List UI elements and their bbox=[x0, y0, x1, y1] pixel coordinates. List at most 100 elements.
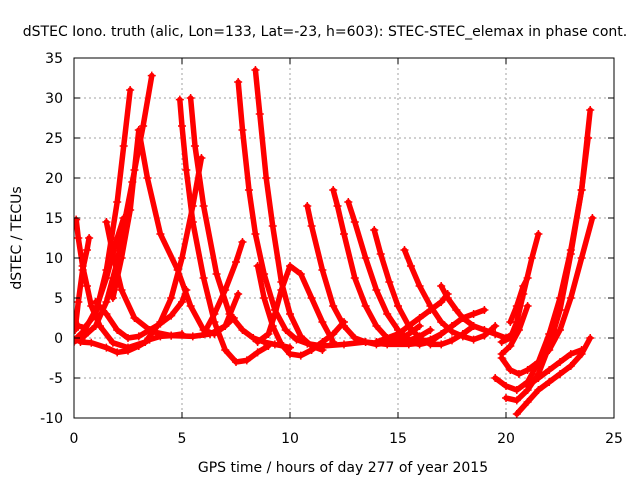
data-point-17-1 bbox=[333, 202, 342, 210]
data-point-28-2 bbox=[512, 386, 521, 394]
data-point-3-0 bbox=[74, 326, 80, 334]
data-point-17-2 bbox=[340, 230, 348, 238]
data-point-16-2 bbox=[318, 266, 327, 274]
data-point-20-6 bbox=[458, 332, 467, 341]
data-point-24-5 bbox=[534, 230, 543, 238]
data-point-13-8 bbox=[318, 346, 327, 354]
data-point-27-8 bbox=[577, 254, 586, 262]
data-point-12-7 bbox=[292, 335, 301, 344]
data-point-7-1 bbox=[117, 254, 126, 262]
data-point-6-2 bbox=[102, 343, 111, 352]
data-point-13-0 bbox=[251, 66, 260, 74]
data-point-7-3 bbox=[130, 166, 139, 174]
data-point-7-4 bbox=[134, 126, 143, 134]
data-point-29-6 bbox=[566, 250, 575, 258]
y-tick-label-3: 5 bbox=[54, 291, 63, 307]
data-point-0-9 bbox=[147, 71, 156, 80]
data-point-23-0 bbox=[404, 338, 413, 346]
data-point-6-7 bbox=[156, 332, 165, 341]
data-point-6-4 bbox=[124, 346, 132, 355]
data-point-21-6 bbox=[491, 330, 500, 338]
data-point-7-5 bbox=[143, 174, 152, 182]
y-tick-label-5: 15 bbox=[45, 211, 63, 227]
data-point-20-1 bbox=[406, 262, 415, 270]
data-point-14-7 bbox=[318, 338, 327, 346]
data-point-6-0 bbox=[76, 338, 85, 346]
data-point-10-6 bbox=[249, 334, 258, 342]
data-point-12-1 bbox=[238, 126, 247, 134]
data-point-7-12 bbox=[234, 290, 243, 298]
data-point-16-4 bbox=[340, 322, 348, 330]
data-point-21-2 bbox=[452, 306, 461, 314]
data-point-29-5 bbox=[556, 306, 564, 314]
data-point-4-4 bbox=[113, 234, 122, 242]
data-point-16-11 bbox=[415, 322, 424, 330]
data-point-25-3 bbox=[523, 302, 532, 310]
data-point-14-0 bbox=[253, 262, 262, 270]
data-point-10-4 bbox=[225, 310, 234, 318]
data-point-31-3 bbox=[556, 358, 564, 366]
data-point-23-2 bbox=[426, 338, 435, 346]
data-point-28-0 bbox=[491, 374, 500, 382]
data-point-30-5 bbox=[566, 362, 575, 370]
data-point-22-7 bbox=[443, 290, 452, 298]
data-point-17-4 bbox=[361, 302, 370, 310]
x-axis-label: GPS time / hours of day 277 of year 2015 bbox=[198, 460, 488, 476]
data-point-21-4 bbox=[469, 322, 478, 330]
data-point-4-1 bbox=[80, 326, 89, 334]
data-point-4-2 bbox=[91, 306, 100, 314]
data-point-6-9 bbox=[178, 330, 186, 338]
data-point-1-5 bbox=[113, 198, 122, 206]
series-line-30 bbox=[514, 335, 593, 417]
data-point-8-7 bbox=[167, 311, 176, 320]
data-point-9-0 bbox=[175, 95, 184, 104]
data-point-30-7 bbox=[586, 334, 595, 342]
data-point-14-4 bbox=[286, 350, 294, 358]
data-point-12-2 bbox=[244, 186, 253, 194]
data-point-11-3 bbox=[232, 258, 240, 266]
data-point-8-1 bbox=[102, 310, 111, 318]
data-point-29-1 bbox=[512, 396, 521, 405]
data-point-15-5 bbox=[296, 270, 305, 278]
data-point-14-1 bbox=[260, 294, 269, 302]
data-point-30-4 bbox=[556, 370, 564, 378]
data-point-9-1 bbox=[178, 122, 186, 130]
data-point-11-2 bbox=[221, 286, 230, 294]
data-point-5-1 bbox=[108, 250, 117, 258]
y-axis-label: dSTEC / TECUs bbox=[9, 186, 25, 289]
series-line-19 bbox=[371, 227, 477, 348]
data-point-1-7 bbox=[126, 86, 135, 94]
data-point-13-2 bbox=[262, 174, 271, 182]
data-point-18-3 bbox=[372, 286, 381, 294]
data-point-27-7 bbox=[566, 294, 575, 302]
x-tick-label-5: 25 bbox=[605, 431, 623, 447]
data-point-22-2 bbox=[394, 330, 402, 338]
series-line-0 bbox=[74, 72, 155, 345]
data-point-29-0 bbox=[502, 394, 510, 402]
data-point-10-0 bbox=[186, 94, 195, 102]
data-point-19-8 bbox=[448, 336, 456, 345]
data-point-31-2 bbox=[545, 366, 554, 374]
data-point-2-1 bbox=[74, 234, 83, 242]
data-point-8-9 bbox=[182, 286, 191, 294]
data-point-23-4 bbox=[448, 322, 456, 330]
data-point-5-2 bbox=[117, 286, 126, 294]
data-point-11-1 bbox=[210, 310, 219, 318]
data-point-22-1 bbox=[383, 334, 392, 342]
data-point-25-1 bbox=[506, 342, 515, 350]
data-point-30-2 bbox=[534, 386, 543, 394]
data-point-6-3 bbox=[113, 348, 122, 357]
y-tick-label-7: 25 bbox=[45, 131, 63, 147]
data-point-14-3 bbox=[277, 340, 286, 349]
series-layer bbox=[74, 66, 597, 418]
data-point-5-3 bbox=[130, 314, 139, 322]
data-point-17-0 bbox=[329, 186, 338, 194]
data-point-2-0 bbox=[74, 215, 81, 224]
data-point-31-1 bbox=[534, 374, 543, 382]
data-point-30-3 bbox=[545, 378, 554, 386]
data-point-15-6 bbox=[307, 294, 316, 302]
data-point-19-7 bbox=[437, 340, 446, 349]
data-point-31-4 bbox=[566, 350, 575, 358]
data-point-6-6 bbox=[145, 335, 154, 344]
